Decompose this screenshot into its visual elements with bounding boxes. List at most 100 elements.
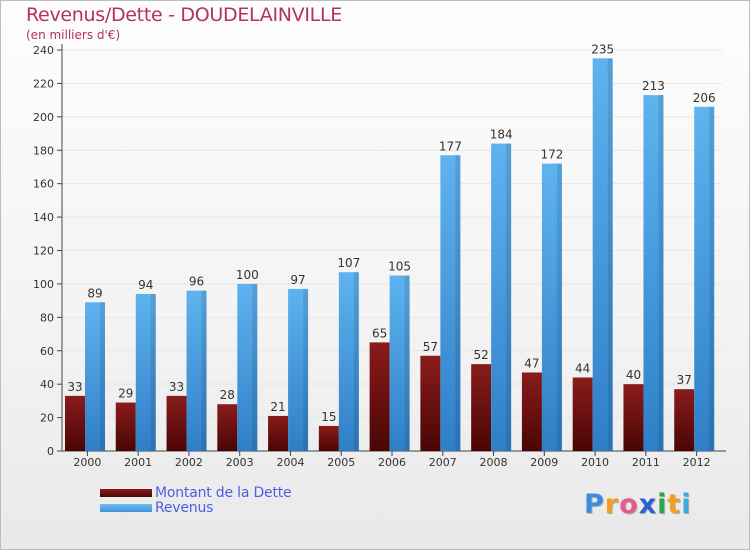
bar-revenue [491, 143, 512, 452]
data-label-debt: 28 [220, 388, 235, 402]
x-tick-label: 2002 [175, 456, 203, 469]
data-label-revenue: 89 [87, 286, 102, 300]
legend-label-debt: Montant de la Dette [155, 485, 292, 501]
data-label-debt: 21 [270, 400, 285, 414]
bar-revenue [389, 275, 410, 451]
data-label-revenue: 177 [439, 139, 462, 153]
bar-revenue [288, 288, 309, 451]
data-label-debt: 65 [372, 326, 387, 340]
bar-revenue [338, 272, 359, 451]
bar-revenue [694, 106, 715, 451]
y-tick-label: 60 [40, 345, 54, 358]
y-tick-label: 0 [47, 445, 54, 458]
y-tick-label: 220 [33, 77, 54, 90]
bar-revenue [643, 95, 664, 452]
x-tick-label: 2006 [378, 456, 406, 469]
bar-debt [623, 384, 644, 451]
data-label-revenue: 96 [189, 275, 204, 289]
bar-revenue [237, 283, 258, 451]
bar-revenue-shade [252, 283, 258, 451]
x-tick-label: 2011 [632, 456, 660, 469]
bar-debt [369, 342, 390, 451]
x-tick-label: 2009 [530, 456, 558, 469]
data-label-debt: 33 [169, 380, 184, 394]
data-label-debt: 44 [575, 361, 590, 375]
bar-revenue-shade [404, 275, 410, 451]
y-tick-label: 100 [33, 278, 54, 291]
x-tick-label: 2010 [581, 456, 609, 469]
bar-revenue-shade [607, 58, 613, 452]
logo-letter: P [584, 489, 605, 520]
data-label-revenue: 235 [591, 42, 614, 56]
y-tick-label: 80 [40, 311, 54, 324]
bar-debt [115, 402, 136, 451]
bar-revenue-shade [556, 163, 562, 451]
y-tick-label: 160 [33, 178, 54, 191]
x-tick-label: 2005 [327, 456, 355, 469]
data-label-debt: 57 [423, 340, 438, 354]
x-tick-label: 2007 [429, 456, 457, 469]
bar-revenue-shade [709, 106, 715, 451]
logo-letter: i [657, 489, 668, 520]
data-label-revenue: 184 [490, 128, 513, 142]
x-axis: 2000 2001 2002 2003 2004 2005 2006 2007 2008 2009… [73, 451, 711, 469]
data-label-revenue: 105 [388, 260, 411, 274]
bar-revenue [135, 293, 156, 451]
data-label-revenue: 206 [693, 91, 716, 105]
bar-debt [318, 425, 339, 451]
data-label-debt: 47 [524, 356, 539, 370]
logo-letter: x [638, 489, 658, 520]
y-axis: 0 20 40 60 80 100 120 140 160 180 200 220 240 [33, 44, 726, 458]
x-tick-label: 2000 [73, 456, 101, 469]
y-tick-label: 120 [33, 245, 54, 258]
y-tick-label: 240 [33, 44, 54, 57]
chart-title: Revenus/Dette - DOUDELAINVILLE [26, 4, 342, 26]
y-tick-label: 200 [33, 111, 54, 124]
proxiti-logo: Proxiti [584, 489, 692, 520]
bar-debt [166, 395, 187, 451]
bar-revenue-shade [100, 302, 105, 451]
y-tick-label: 40 [40, 378, 54, 391]
bar-debt [420, 355, 441, 451]
logo-letter: t [667, 489, 682, 520]
legend-label-revenue: Revenus [155, 500, 214, 516]
x-tick-label: 2012 [683, 456, 711, 469]
bar-debt [217, 404, 238, 451]
data-label-revenue: 213 [642, 79, 665, 93]
x-tick-label: 2004 [276, 456, 304, 469]
bar-revenue-shade [303, 288, 309, 451]
data-label-revenue: 94 [138, 278, 153, 292]
data-label-debt: 15 [321, 410, 336, 424]
bar-revenue-shade [150, 293, 156, 451]
bar-debt [572, 377, 593, 451]
bar-debt [268, 415, 289, 451]
bar-revenue-shade [455, 155, 461, 451]
data-label-revenue: 172 [540, 148, 563, 162]
data-label-revenue: 107 [337, 256, 360, 270]
data-label-debt: 37 [677, 373, 692, 387]
y-tick-label: 20 [40, 412, 54, 425]
data-label-debt: 52 [474, 348, 489, 362]
logo-letter: o [619, 489, 639, 520]
x-tick-label: 2008 [480, 456, 508, 469]
y-tick-label: 180 [33, 144, 54, 157]
bar-debt [471, 364, 492, 451]
bar-debt [521, 372, 542, 451]
data-labels: 33 89 29 94 33 96 28 100 21 97 15 107 65 105 57 177 52 18… [67, 42, 715, 424]
legend-swatch-debt [100, 489, 152, 497]
legend-swatch-revenue [100, 504, 152, 512]
bars [65, 58, 715, 452]
bar-debt [65, 395, 85, 451]
bar-debt [674, 389, 695, 451]
bar-revenue-shade [353, 272, 359, 451]
logo-letter: r [604, 489, 620, 520]
bar-revenue-shade [506, 143, 512, 452]
data-label-revenue: 100 [236, 268, 259, 282]
logo-letter: i [681, 489, 692, 520]
data-label-revenue: 97 [290, 273, 305, 287]
bar-revenue [592, 58, 613, 452]
x-tick-label: 2003 [226, 456, 254, 469]
chart-subtitle: (en milliers d'€) [26, 28, 121, 42]
